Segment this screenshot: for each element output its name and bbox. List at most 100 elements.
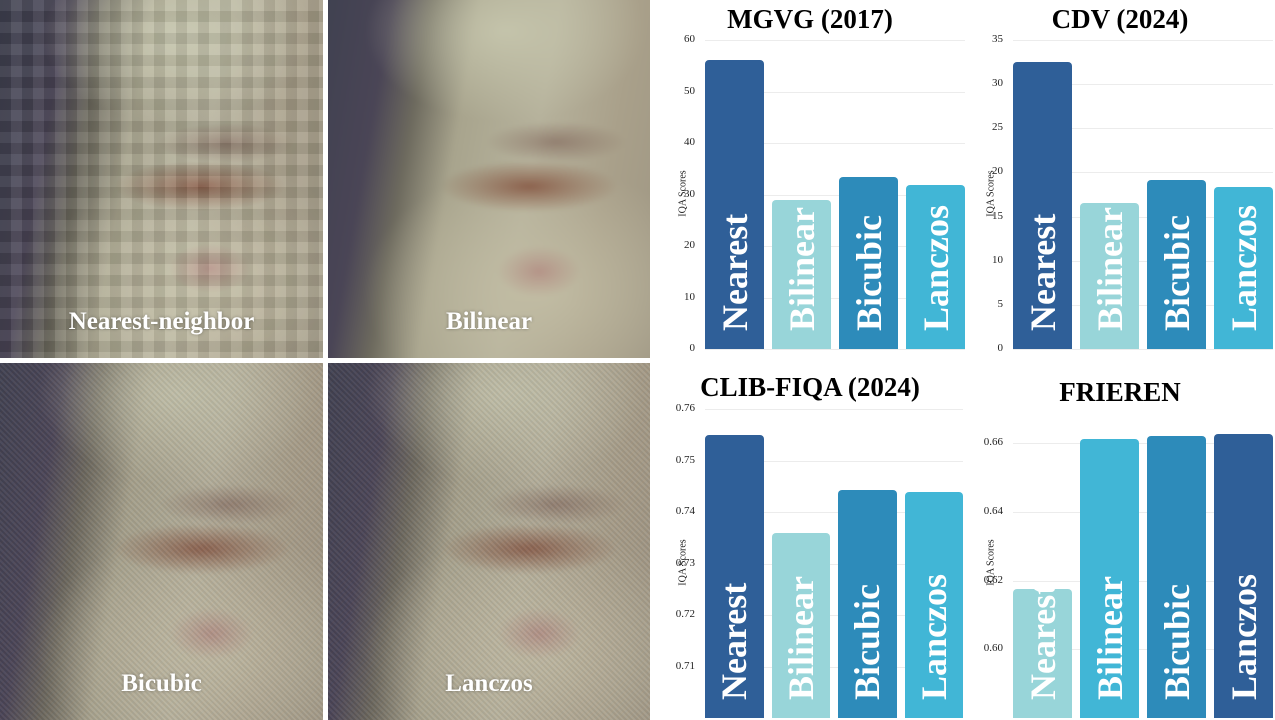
y-tick-label: 0: [997, 342, 1004, 354]
gridline: [1013, 580, 1273, 582]
bar-category-label: Bicubic: [848, 214, 889, 331]
bar-category-label: Nearest: [1022, 582, 1063, 700]
face-crop-image: [328, 0, 650, 358]
gridline: [1013, 304, 1273, 306]
gridline: [705, 297, 965, 299]
bar-lanczos: Lanczos: [1214, 434, 1273, 718]
gridline: [705, 91, 965, 93]
bar-bilinear: Bilinear: [1080, 438, 1139, 718]
y-tick-label: 60: [684, 33, 695, 45]
y-tick-label: 20: [684, 239, 695, 251]
gridline: [1013, 260, 1273, 262]
gridline: [705, 194, 965, 196]
y-tick-label: 40: [684, 136, 695, 148]
image-panel-bilinear: Bilinear: [328, 0, 650, 358]
y-tick-label: 0.74: [675, 505, 695, 517]
face-crop-image: [0, 363, 323, 720]
bar-nearest: Nearest: [1013, 62, 1072, 349]
gridline: [705, 246, 965, 247]
y-tick-label: 20: [992, 165, 1003, 178]
bar-category-label: Nearest: [714, 213, 755, 331]
bar-category-label: Nearest: [1022, 213, 1063, 331]
bar-category-label: Bilinear: [781, 207, 822, 331]
bar-category-label: Lanczos: [1223, 205, 1264, 331]
panel-caption: Bilinear: [445, 308, 533, 335]
gridline: [705, 40, 965, 41]
y-tick-label: 50: [684, 84, 695, 97]
gridline: [705, 143, 965, 144]
pixel-block-overlay: [0, 0, 323, 358]
bar-category-label: Lanczos: [915, 205, 956, 331]
gridline: [1013, 512, 1273, 513]
gridline: [1013, 172, 1273, 174]
chart-title: CDV (2024): [1051, 4, 1189, 34]
plot-area: Nearest Bilinear Bicubic Lanczos: [1013, 40, 1273, 350]
gridline: [1013, 128, 1273, 130]
bar-category-label: Bicubic: [1156, 214, 1197, 331]
gridline: [705, 512, 963, 513]
y-tick-label: 0.64: [983, 505, 1003, 517]
y-tick-label: 0.71: [675, 659, 695, 672]
bar-bilinear: Bilinear: [771, 532, 830, 718]
chart-clib-fiqa: CLIB-FIQA (2024) IQA Scores Nearest Bilinea…: [655, 365, 965, 720]
y-tick-label: 35: [992, 33, 1003, 45]
image-panel-lanczos: Lanczos: [328, 363, 650, 720]
image-panel-bicubic: Bicubic: [0, 363, 323, 720]
y-tick-label: 0.72: [675, 608, 695, 620]
gridline: [705, 409, 963, 410]
y-tick-label: 0.60: [983, 642, 1003, 655]
gridline: [705, 349, 965, 350]
chart-title: CLIB-FIQA (2024): [700, 372, 920, 402]
panel-caption: Nearest-neighbor: [68, 308, 255, 335]
y-tick-label: 0: [689, 342, 696, 354]
face-crop-image: [0, 0, 323, 358]
y-tick-label: 10: [992, 253, 1003, 266]
gridline: [705, 460, 963, 462]
plot-area: Nearest Bilinear Bicubic Lanczos: [1013, 409, 1273, 718]
bar-bicubic: Bicubic: [1147, 179, 1206, 349]
y-tick-label: 10: [684, 290, 695, 303]
chart-title: MGVG (2017): [727, 4, 893, 34]
chart-cdv: CDV (2024) IQA Scores Nearest Bilinear Bicub…: [965, 0, 1275, 360]
gridline: [705, 666, 963, 668]
chart-title: FRIEREN: [1059, 377, 1181, 407]
bar-nearest: Nearest: [1013, 583, 1072, 718]
y-tick-label: 5: [997, 297, 1004, 310]
bar-bilinear: Bilinear: [1080, 203, 1139, 349]
image-panel-nearest: Nearest-neighbor: [0, 0, 323, 358]
y-tick-label: 0.76: [675, 402, 695, 414]
bar-lanczos: Lanczos: [906, 184, 965, 349]
bar-category-label: Bilinear: [1089, 207, 1130, 331]
bar-category-label: Bilinear: [1089, 576, 1130, 700]
plot-area: Nearest Bilinear Bicubic Lanczos: [705, 409, 963, 718]
bar-category-label: Bicubic: [1156, 583, 1197, 700]
chart-mgvg: MGVG (2017) IQA Scores Nearest Bilinear Bicu…: [655, 0, 965, 360]
bar-category-label: Lanczos: [1223, 574, 1264, 700]
bar-bicubic: Bicubic: [1147, 436, 1206, 718]
plot-area: Nearest Bilinear Bicubic Lanczos: [705, 40, 965, 350]
bar-nearest: Nearest: [705, 59, 764, 349]
bar-bicubic: Bicubic: [839, 177, 898, 349]
gridline: [1013, 84, 1273, 86]
y-axis-label: IQA Scores: [985, 538, 997, 586]
gridline: [1013, 40, 1273, 41]
bar-category-label: Lanczos: [913, 574, 954, 700]
y-tick-label: 30: [684, 187, 695, 200]
panel-caption: Lanczos: [445, 670, 533, 697]
gridline: [1013, 649, 1273, 651]
face-crop-image: [328, 363, 650, 720]
gridline: [705, 615, 963, 616]
noise-overlay: [0, 363, 323, 720]
bar-nearest: Nearest: [705, 434, 764, 718]
y-tick-label: 0.75: [675, 453, 695, 466]
y-tick-label: 30: [992, 77, 1003, 90]
y-tick-label: 0.73: [675, 556, 695, 569]
bar-category-label: Nearest: [714, 582, 755, 700]
bar-bilinear: Bilinear: [772, 200, 831, 349]
bar-bicubic: Bicubic: [838, 490, 897, 718]
gridline: [1013, 349, 1273, 350]
chart-frieren: FRIEREN IQA Scores Nearest Bilinear Bicubic L…: [965, 365, 1275, 720]
gridline: [1013, 216, 1273, 218]
y-tick-label: 0.62: [983, 573, 1003, 586]
gridline: [705, 563, 963, 565]
